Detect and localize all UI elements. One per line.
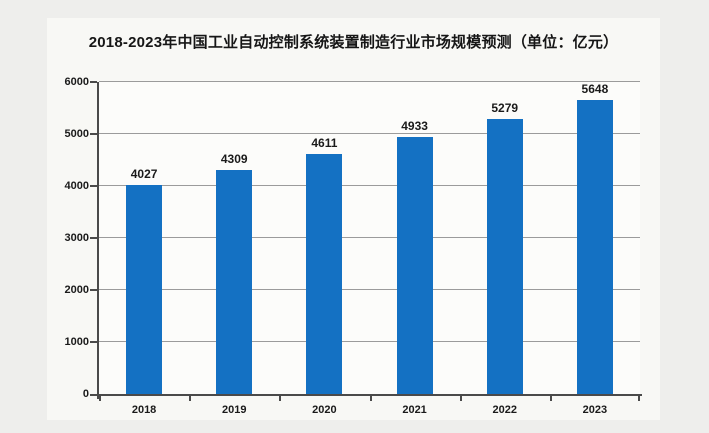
x-axis-tick [99, 396, 101, 401]
y-axis-tick-label: 1000 [64, 336, 89, 348]
y-axis-tick-label: 5000 [64, 128, 89, 140]
chart-panel: 2018-2023年中国工业自动控制系统装置制造行业市场规模预测（单位：亿元） … [47, 18, 660, 420]
gridline [99, 133, 640, 134]
x-axis-category-label: 2023 [582, 404, 608, 416]
gridline [99, 341, 640, 342]
x-axis-tick [549, 396, 552, 401]
chart-title: 2018-2023年中国工业自动控制系统装置制造行业市场规模预测（单位：亿元） [88, 34, 619, 51]
bar-value-label: 5648 [581, 82, 609, 97]
y-axis-line [97, 82, 99, 399]
y-axis-tick [90, 237, 97, 239]
x-axis-tick [638, 396, 640, 401]
bar [126, 184, 163, 394]
bar [306, 154, 343, 394]
x-axis-category-label: 2021 [402, 404, 427, 416]
y-axis-tick-label: 6000 [64, 76, 89, 88]
gridline [99, 289, 640, 290]
bar-value-label: 4027 [130, 166, 158, 181]
bar [396, 137, 433, 394]
y-axis-tick-label: 2000 [64, 284, 89, 296]
bar [216, 169, 253, 394]
y-axis-tick-label: 3000 [64, 232, 89, 244]
x-axis-tick [369, 396, 372, 401]
bar-value-label: 4611 [311, 136, 338, 151]
y-axis-tick-label: 0 [82, 388, 89, 400]
bar-value-label: 5279 [491, 101, 519, 116]
x-axis-category-label: 2018 [131, 404, 157, 416]
bar [486, 119, 523, 394]
y-axis-tick [90, 133, 97, 135]
x-axis-tick [459, 396, 462, 401]
y-axis-tick [90, 289, 97, 291]
y-axis-tick [90, 81, 97, 83]
bar-value-label: 4933 [401, 119, 428, 134]
x-axis-category-label: 2019 [221, 404, 247, 416]
gridline [99, 81, 640, 82]
x-axis-tick [279, 396, 282, 401]
y-axis-tick-label: 4000 [64, 180, 89, 192]
y-axis-tick [90, 185, 97, 187]
x-axis-tick [189, 396, 192, 401]
gridline [99, 185, 640, 186]
gridline [99, 237, 640, 238]
bar-value-label: 4309 [220, 151, 248, 166]
x-axis-category-label: 2020 [312, 404, 337, 416]
y-axis-tick [90, 394, 97, 396]
bar [576, 100, 613, 394]
plot-area: 0 1000 2000 3000 4000 5000 6000 4027 2018 4309 201… [65, 76, 642, 416]
y-axis-tick [90, 341, 97, 343]
x-axis-line [97, 394, 642, 396]
x-axis-category-label: 2022 [492, 404, 517, 416]
